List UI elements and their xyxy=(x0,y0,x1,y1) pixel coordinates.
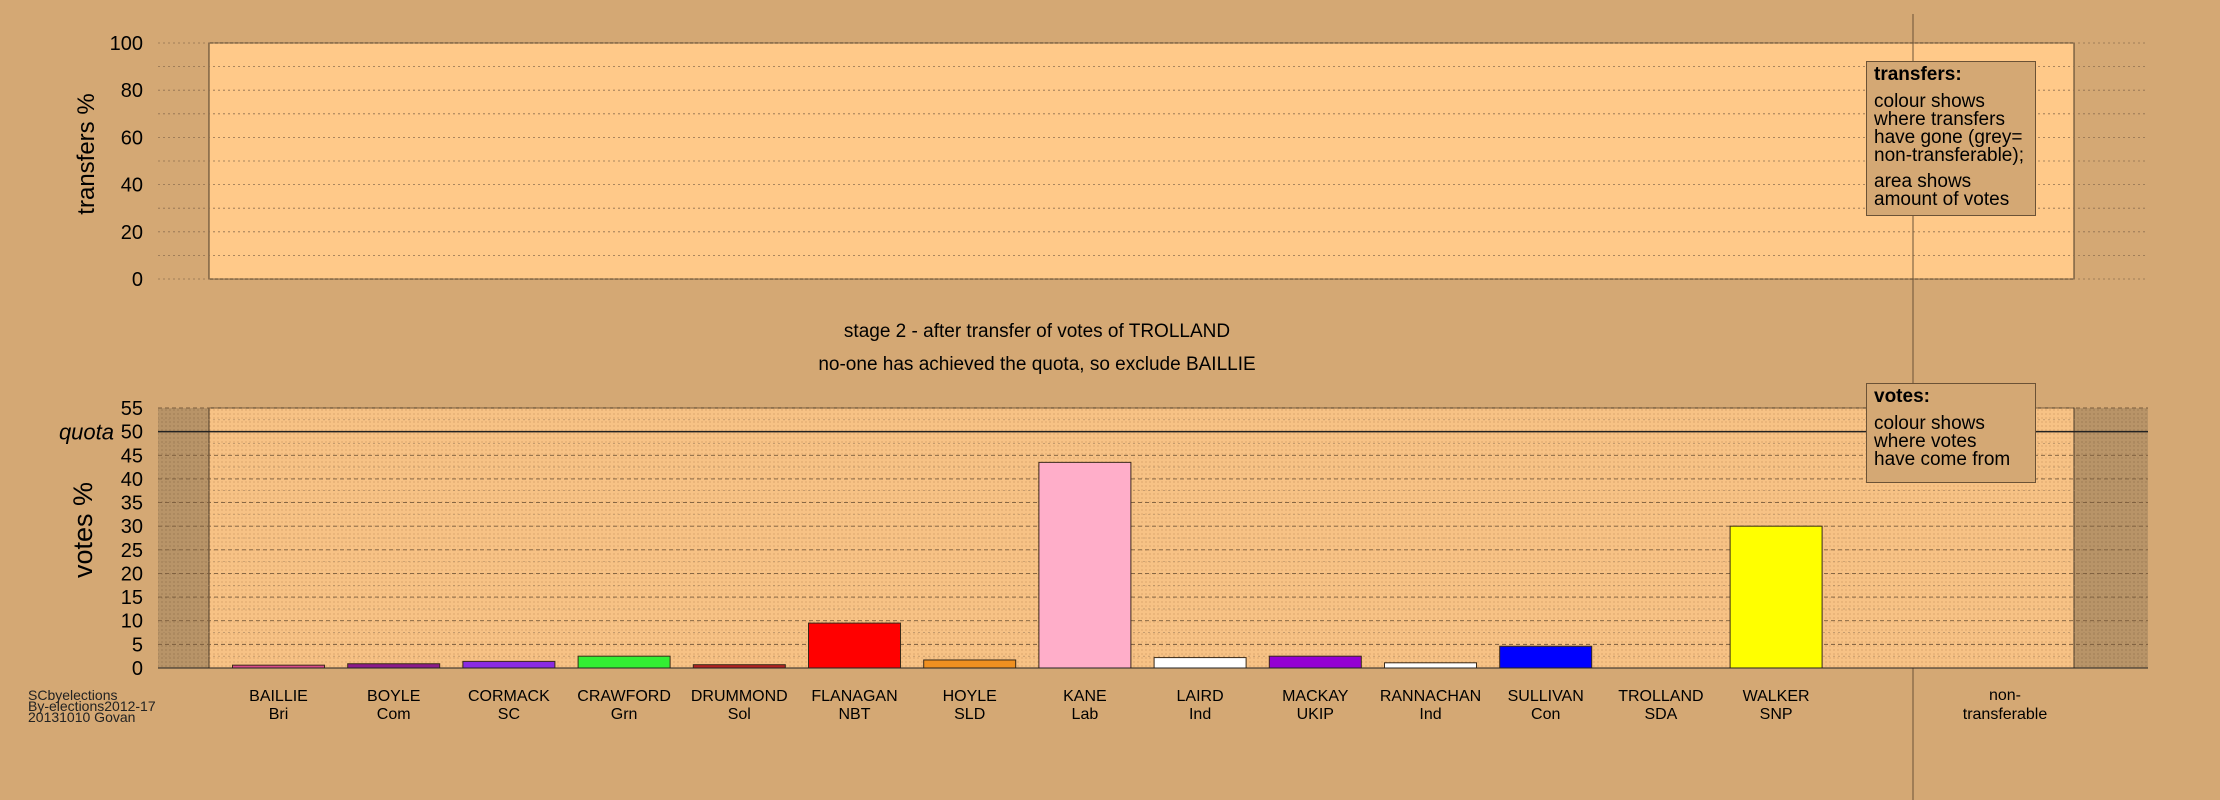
votes-y-tick-label: 10 xyxy=(121,611,143,633)
transfers-y-tick-label: 40 xyxy=(121,175,143,197)
transfers-y-tick-label: 20 xyxy=(121,222,143,244)
votes-gridlines xyxy=(158,407,2148,669)
bar-flanagan xyxy=(808,622,901,669)
legend-line: colour shows xyxy=(1874,413,1985,434)
stage-title: stage 2 - after transfer of votes of TRO… xyxy=(844,321,1230,342)
candidate-party-label: Ind xyxy=(1419,706,1441,723)
votes-y-tick-label: 20 xyxy=(121,563,143,585)
candidate-party-label: Lab xyxy=(1072,706,1099,723)
votes-right-margin xyxy=(2074,408,2148,668)
legend-line: area shows xyxy=(1874,171,1972,192)
candidate-name-label: LAIRD xyxy=(1177,688,1224,705)
candidate-party-label: Bri xyxy=(269,706,289,723)
legend-line: non-transferable); xyxy=(1874,145,2024,166)
bar-kane xyxy=(1038,461,1132,669)
bar-laird xyxy=(1153,657,1247,669)
nontransferable-label-line2: transferable xyxy=(1963,706,2048,723)
transfers-legend: transfers: colour shows where transfers … xyxy=(1866,61,2036,216)
transfers-legend-title: transfers: xyxy=(1874,64,1962,85)
bar-walker xyxy=(1729,525,1823,669)
candidate-name-label: RANNACHAN xyxy=(1380,688,1481,705)
candidate-party-label: UKIP xyxy=(1297,706,1334,723)
candidate-party-label: Sol xyxy=(728,706,751,723)
votes-y-tick-label: 35 xyxy=(121,493,143,515)
legend-line: have come from xyxy=(1874,449,2011,470)
votes-y-tick-label: 55 xyxy=(121,398,143,420)
credit-line: SCbyelections xyxy=(28,687,118,703)
votes-y-tick-label: 5 xyxy=(132,634,143,656)
candidate-party-label: SC xyxy=(498,706,520,723)
legend-line: where votes xyxy=(1874,431,1977,452)
legend-line: have gone (grey= xyxy=(1874,127,2023,148)
votes-legend: votes: colour shows where votes have com… xyxy=(1866,383,2036,483)
votes-legend-title: votes: xyxy=(1874,386,1930,407)
votes-y-tick-label: 40 xyxy=(121,469,143,491)
credits: SCbyelections By-elections2012-17 201310… xyxy=(28,687,156,725)
transfers-y-ticks: 0 20 40 60 80 100 xyxy=(110,33,143,291)
votes-y-tick-label: 0 xyxy=(132,658,143,680)
candidate-name-label: MACKAY xyxy=(1282,688,1349,705)
votes-y-tick-label: 45 xyxy=(121,445,143,467)
bar-rannachan xyxy=(1384,662,1477,669)
candidate-name-label: KANE xyxy=(1063,688,1107,705)
legend-line: where transfers xyxy=(1874,109,2005,130)
candidate-name-label: BOYLE xyxy=(367,688,420,705)
candidate-name-label: TROLLAND xyxy=(1618,688,1703,705)
nontransferable-label-line1: non- xyxy=(1989,687,2021,704)
candidate-party-label: Com xyxy=(377,706,411,723)
candidate-party-label: Grn xyxy=(611,706,638,723)
bar-boyle xyxy=(347,663,441,669)
candidate-name-label: CORMACK xyxy=(468,688,550,705)
bar-crawford xyxy=(577,655,671,669)
transfers-legend-text: colour shows where transfers have gone (… xyxy=(1874,91,2035,166)
legend-line: colour shows xyxy=(1874,91,1985,112)
candidate-party-label: SNP xyxy=(1760,706,1793,723)
candidate-name-label: CRAWFORD xyxy=(577,688,671,705)
candidate-name-label: FLANAGAN xyxy=(811,688,897,705)
candidate-party-label: Ind xyxy=(1189,706,1211,723)
candidate-name-label: BAILLIE xyxy=(249,688,308,705)
quota-label: quota xyxy=(59,420,114,445)
transfers-y-tick-label: 100 xyxy=(110,33,143,55)
transfers-panel: 0 20 40 60 80 100 transfers % xyxy=(73,33,2148,291)
candidate-name-label: WALKER xyxy=(1743,688,1810,705)
votes-y-tick-label: 15 xyxy=(121,587,143,609)
candidate-party-label: SLD xyxy=(954,706,985,723)
candidate-name-label: HOYLE xyxy=(943,688,997,705)
transfers-y-tick-label: 80 xyxy=(121,80,143,102)
bar-hoyle xyxy=(923,659,1017,669)
transfers-y-axis-label: transfers % xyxy=(73,93,100,214)
votes-y-tick-label: 25 xyxy=(121,540,143,562)
bar-mackay xyxy=(1268,655,1362,669)
credit-line: By-elections2012-17 xyxy=(28,698,156,714)
transfers-y-tick-label: 60 xyxy=(121,127,143,149)
candidate-name-label: DRUMMOND xyxy=(691,688,788,705)
votes-y-axis-label: votes % xyxy=(68,482,98,578)
votes-y-tick-label: 30 xyxy=(121,516,143,538)
candidate-name-label: SULLIVAN xyxy=(1508,688,1584,705)
candidate-party-label: NBT xyxy=(839,706,871,723)
legend-line: amount of votes xyxy=(1874,189,2010,210)
bar-sullivan xyxy=(1499,645,1593,669)
candidate-party-label: Con xyxy=(1531,706,1560,723)
votes-bars xyxy=(158,461,2148,669)
bar-cormack xyxy=(462,660,556,669)
credit-line: 20131010 Govan xyxy=(28,709,136,725)
votes-y-tick-label: 50 xyxy=(121,422,143,444)
stage-subtitle: no-one has achieved the quota, so exclud… xyxy=(818,354,1255,375)
votes-legend-text: colour shows where votes have come from xyxy=(1874,413,2035,470)
transfers-legend-text-2: area shows amount of votes xyxy=(1874,171,2035,210)
transfers-y-tick-label: 0 xyxy=(132,269,143,291)
transfers-gridlines xyxy=(158,42,2148,280)
candidate-party-label: SDA xyxy=(1644,706,1677,723)
